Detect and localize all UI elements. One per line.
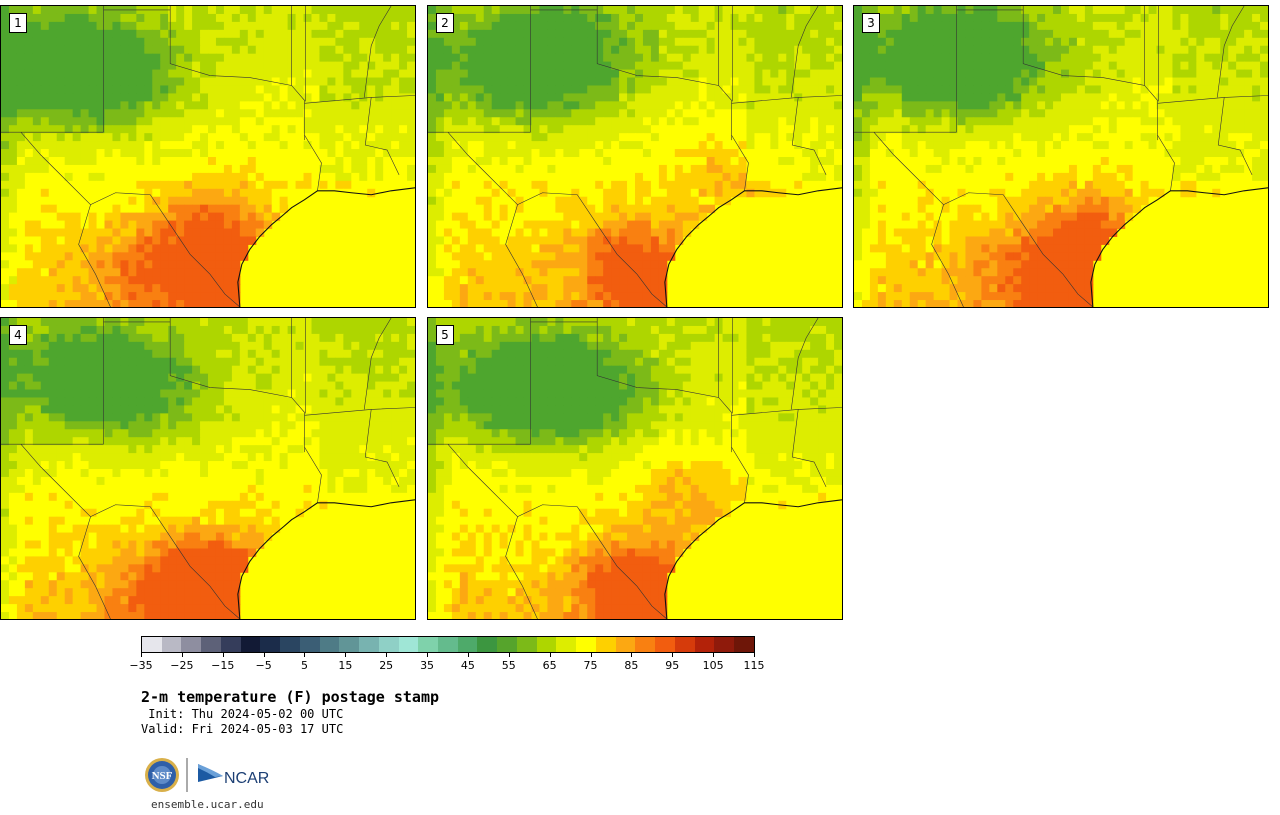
temperature-map-3 bbox=[854, 6, 1268, 307]
stamp-map-5: 5 bbox=[427, 317, 843, 620]
colorbar-swatch bbox=[260, 637, 281, 652]
colorbar-tick bbox=[672, 653, 674, 657]
colorbar-tick-label: 115 bbox=[743, 659, 765, 672]
colorbar-tick bbox=[304, 653, 306, 657]
colorbar-tick-label: 85 bbox=[624, 659, 639, 672]
colorbar-swatch bbox=[418, 637, 439, 652]
colorbar-swatch bbox=[457, 637, 478, 652]
colorbar-swatch bbox=[556, 637, 577, 652]
colorbar-tick bbox=[631, 653, 633, 657]
temperature-map-4 bbox=[1, 318, 415, 619]
colorbar-swatch bbox=[595, 637, 616, 652]
nsf-ncar-logos: NSF NCAR bbox=[145, 758, 269, 792]
colorbar-swatch bbox=[299, 637, 320, 652]
colorbar-swatch bbox=[319, 637, 340, 652]
colorbar-tick-label: 65 bbox=[542, 659, 557, 672]
colorbar-tick-label: 75 bbox=[583, 659, 598, 672]
ncar-logo-text: NCAR bbox=[224, 770, 269, 787]
stamp-map-3: 3 bbox=[853, 5, 1269, 308]
colorbar-tick bbox=[263, 653, 265, 657]
colorbar-swatch bbox=[694, 637, 715, 652]
colorbar-swatch bbox=[398, 637, 419, 652]
chart-title: 2-m temperature (F) postage stamp bbox=[141, 688, 440, 706]
colorbar-tick bbox=[754, 653, 755, 657]
colorbar-swatch bbox=[497, 637, 517, 652]
colorbar-tick-label: 45 bbox=[460, 659, 475, 672]
stamp-label-4: 4 bbox=[9, 325, 27, 345]
colorbar-tick bbox=[590, 653, 592, 657]
colorbar-tick bbox=[467, 653, 469, 657]
colorbar-tick-label: 55 bbox=[501, 659, 516, 672]
colorbar-swatch bbox=[576, 637, 596, 652]
colorbar-tick bbox=[345, 653, 347, 657]
colorbar-tick bbox=[141, 653, 142, 657]
colorbar-swatch bbox=[378, 637, 399, 652]
init-time: Init: Thu 2024-05-02 00 UTC bbox=[141, 707, 344, 721]
colorbar-swatch bbox=[438, 637, 458, 652]
colorbar-tick bbox=[222, 653, 224, 657]
stamp-label-5: 5 bbox=[436, 325, 454, 345]
stamp-map-4: 4 bbox=[0, 317, 416, 620]
colorbar-tick-label: −5 bbox=[255, 659, 272, 672]
nsf-logo-text: NSF bbox=[152, 770, 173, 782]
colorbar-swatch bbox=[536, 637, 557, 652]
colorbar-swatch bbox=[339, 637, 360, 652]
temperature-map-2 bbox=[428, 6, 842, 307]
stamp-label-2: 2 bbox=[436, 13, 454, 33]
colorbar-swatch bbox=[201, 637, 221, 652]
colorbar-tick bbox=[549, 653, 551, 657]
temperature-map-1 bbox=[1, 6, 415, 307]
nsf-logo-icon: NSF bbox=[145, 758, 179, 792]
colorbar-tick-label: −15 bbox=[211, 659, 235, 672]
colorbar-tick bbox=[713, 653, 715, 657]
colorbar-swatch bbox=[280, 637, 300, 652]
colorbar-tick bbox=[181, 653, 183, 657]
colorbar-swatch bbox=[635, 637, 656, 652]
colorbar-tick-label: 35 bbox=[420, 659, 435, 672]
colorbar-tick-label: 15 bbox=[338, 659, 353, 672]
colorbar-tick-label: 5 bbox=[300, 659, 308, 672]
valid-time: Valid: Fri 2024-05-03 17 UTC bbox=[141, 722, 344, 736]
colorbar-tick-label: −35 bbox=[129, 659, 153, 672]
temperature-colorbar bbox=[141, 636, 755, 653]
ncar-logo-icon: NCAR bbox=[198, 764, 269, 787]
colorbar-swatch bbox=[714, 637, 735, 652]
stamp-label-3: 3 bbox=[862, 13, 880, 33]
colorbar-tick-label: 95 bbox=[665, 659, 680, 672]
colorbar-swatch bbox=[477, 637, 498, 652]
colorbar-swatch bbox=[655, 637, 675, 652]
stamp-map-1: 1 bbox=[0, 5, 416, 308]
temperature-map-5 bbox=[428, 318, 842, 619]
colorbar-tick-labels: −35 −25 −15 −5 5 15 25 35 45 55 65 75 85 95 105 115 bbox=[129, 653, 765, 673]
colorbar-swatch bbox=[674, 637, 695, 652]
colorbar-tick bbox=[427, 653, 429, 657]
colorbar-swatch bbox=[161, 637, 182, 652]
colorbar-swatch bbox=[181, 637, 202, 652]
colorbar-swatch bbox=[220, 637, 241, 652]
colorbar-tick bbox=[386, 653, 388, 657]
footer-url: ensemble.ucar.edu bbox=[151, 798, 264, 811]
colorbar-swatch bbox=[734, 637, 754, 652]
colorbar-tick-label: 25 bbox=[379, 659, 394, 672]
stamp-label-1: 1 bbox=[9, 13, 27, 33]
colorbar-swatch bbox=[359, 637, 379, 652]
colorbar-tick-label: −25 bbox=[170, 659, 194, 672]
colorbar-tick-label: 105 bbox=[702, 659, 724, 672]
stamp-map-2: 2 bbox=[427, 5, 843, 308]
colorbar-swatch bbox=[615, 637, 636, 652]
colorbar-tick bbox=[508, 653, 510, 657]
colorbar-swatch bbox=[240, 637, 261, 652]
colorbar-swatch bbox=[516, 637, 537, 652]
colorbar-swatch bbox=[142, 637, 162, 652]
